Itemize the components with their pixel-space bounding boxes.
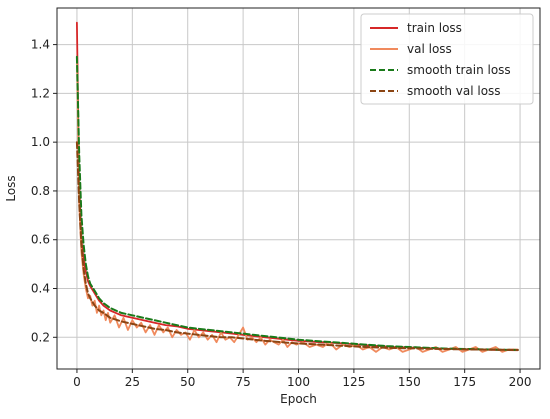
x-tick-label: 100 [287,375,310,389]
y-tick-label: 1.2 [31,86,50,100]
y-tick-label: 0.6 [31,233,50,247]
x-axis-label: Epoch [280,392,317,406]
legend-label: smooth train loss [407,63,511,77]
x-tick-label: 50 [180,375,195,389]
x-tick-label: 0 [73,375,81,389]
x-tick-label: 75 [235,375,250,389]
x-tick-label: 25 [125,375,140,389]
x-tick-label: 175 [453,375,476,389]
x-tick-label: 125 [342,375,365,389]
y-tick-label: 1.4 [31,38,50,52]
x-tick-label: 200 [509,375,532,389]
series-line-smooth-val-loss [75,141,519,351]
x-tick-label: 150 [398,375,421,389]
legend-box [360,13,534,105]
y-tick-label: 0.2 [31,330,50,344]
legend-label: train loss [407,21,462,35]
ticks: 0 25 50 75 100 125 150 175 200 0.2 0.4 0.6 0.8 1.0 1.2… [31,38,532,389]
legend-label: val loss [407,42,452,56]
y-tick-label: 0.8 [31,184,50,198]
series-line-smooth-train-loss [75,55,519,351]
y-tick-label: 0.4 [31,282,50,296]
legend: train loss val loss smooth train loss smoot… [360,13,534,105]
y-axis-label: Loss [4,175,18,201]
y-tick-label: 1.0 [31,135,50,149]
legend-label: smooth val loss [407,84,501,98]
plot-lines [75,21,519,353]
